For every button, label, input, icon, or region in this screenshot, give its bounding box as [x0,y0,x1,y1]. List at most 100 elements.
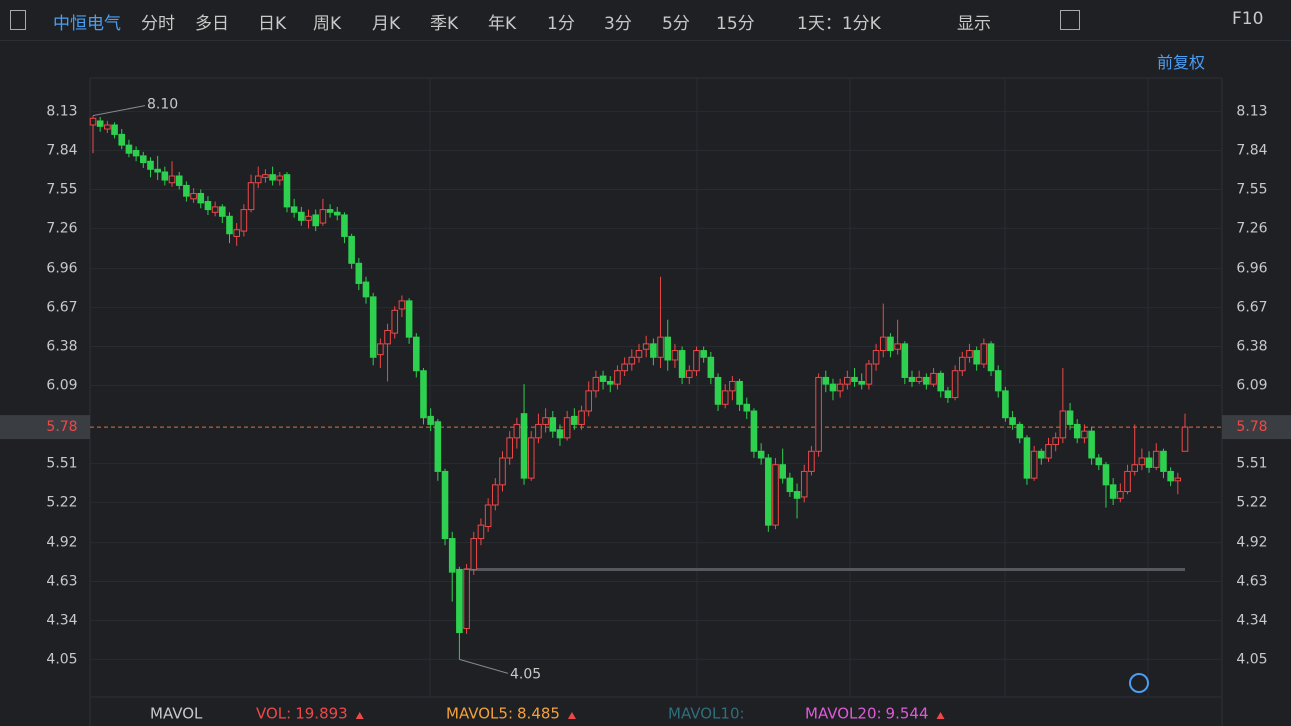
candle-body [822,376,830,385]
candle-body [377,343,384,356]
candle-body [1038,450,1045,459]
sidebar-toggle[interactable] [10,10,26,30]
y-tick-label: 6.38 [1236,339,1267,355]
candle-body [894,343,901,350]
candle-body [111,124,118,135]
period-select[interactable]: 1天：1分K [797,14,881,34]
candle-body [1016,423,1024,439]
candle-body [204,201,212,211]
candle-body [736,380,743,405]
y-tick-label: 4.63 [1236,574,1267,590]
tab[interactable]: 多日 [195,14,229,34]
candle-body [197,192,205,204]
stock-name[interactable]: 中恒电气 [53,14,121,34]
candle-body [456,568,463,634]
candle-body [1109,484,1117,499]
candle-body [808,450,815,472]
candle-body [147,160,154,170]
candle-body [369,296,377,358]
candle-body [743,403,751,412]
candle-body [420,370,427,419]
tab[interactable]: 周K [313,14,342,34]
candle-body [1124,470,1131,493]
candle-body [1059,410,1067,439]
candle-body [664,336,672,361]
candle-body [441,470,449,540]
candle-body [1167,470,1174,482]
candle-body [1009,417,1016,425]
candle-body [527,437,535,479]
candle-body [556,429,564,439]
candle-body [987,343,995,372]
candle-body [571,415,578,425]
candle-body [614,370,621,385]
candle-body [578,410,585,425]
last-price-label: 5.78 [46,419,77,435]
min-leader [459,658,509,674]
candle-body [1131,464,1139,472]
candle-body [563,417,571,439]
candle-body [1045,444,1052,459]
candle-body [1181,426,1189,452]
candle-body [477,524,485,540]
indicator-name[interactable]: MAVOL [150,705,203,723]
indicator-value: 8.485 [517,705,560,723]
checkbox[interactable] [1060,10,1080,30]
candle-body [765,457,772,526]
tab[interactable]: 5分 [662,14,690,34]
candle-body [973,350,980,365]
f10-button[interactable]: F10 [1232,9,1264,29]
candle-body [333,211,341,216]
candle-body [183,184,190,197]
tab[interactable]: 1分 [547,14,575,34]
y-tick-label: 6.09 [46,377,77,393]
candle-body [635,350,643,358]
candle-body [887,336,894,352]
candle-body [247,182,255,211]
tab[interactable]: 月K [372,14,401,34]
candle-body [132,150,140,157]
max-leader [92,105,146,117]
candle-body [772,464,779,526]
candle-body [355,262,363,284]
candle-body [499,457,506,486]
candle-body [714,376,722,405]
candle-body [865,363,873,385]
candle-body [190,192,197,200]
tab[interactable]: 15分 [716,14,755,34]
candle-body [1102,464,1110,486]
tab[interactable]: 3分 [604,14,632,34]
tab[interactable]: 季K [430,14,459,34]
candle-body [915,376,923,382]
y-tick-label: 8.13 [1236,104,1267,120]
at-icon[interactable] [1129,673,1149,693]
candle-body [226,215,233,235]
candle-body [405,300,413,338]
candle-body [1145,457,1153,468]
candle-body [219,206,226,217]
candle-body [427,415,434,425]
tab[interactable]: 年K [488,14,517,34]
candle-body [621,363,628,372]
candle-body [211,206,219,213]
adjust-button[interactable]: 前复权 [1157,53,1206,72]
candle-body [707,356,715,378]
y-tick-label: 7.26 [1236,220,1267,236]
y-tick-label: 6.67 [46,300,77,316]
y-tick-label: 4.05 [46,651,77,667]
tab[interactable]: 日K [258,14,287,34]
y-tick-label: 4.34 [46,612,77,628]
candle-body [700,350,707,358]
display-menu[interactable]: 显示 [957,14,991,34]
candle-body [118,133,126,146]
candle-body [1117,491,1124,499]
candle-body [1095,457,1103,466]
y-tick-label: 4.05 [1236,651,1267,667]
candle-body [484,504,492,527]
candle-body [391,309,399,334]
candle-body [312,214,320,227]
y-tick-label: 4.63 [46,574,77,590]
tab[interactable]: 分时 [141,14,175,34]
candle-body [362,281,370,298]
